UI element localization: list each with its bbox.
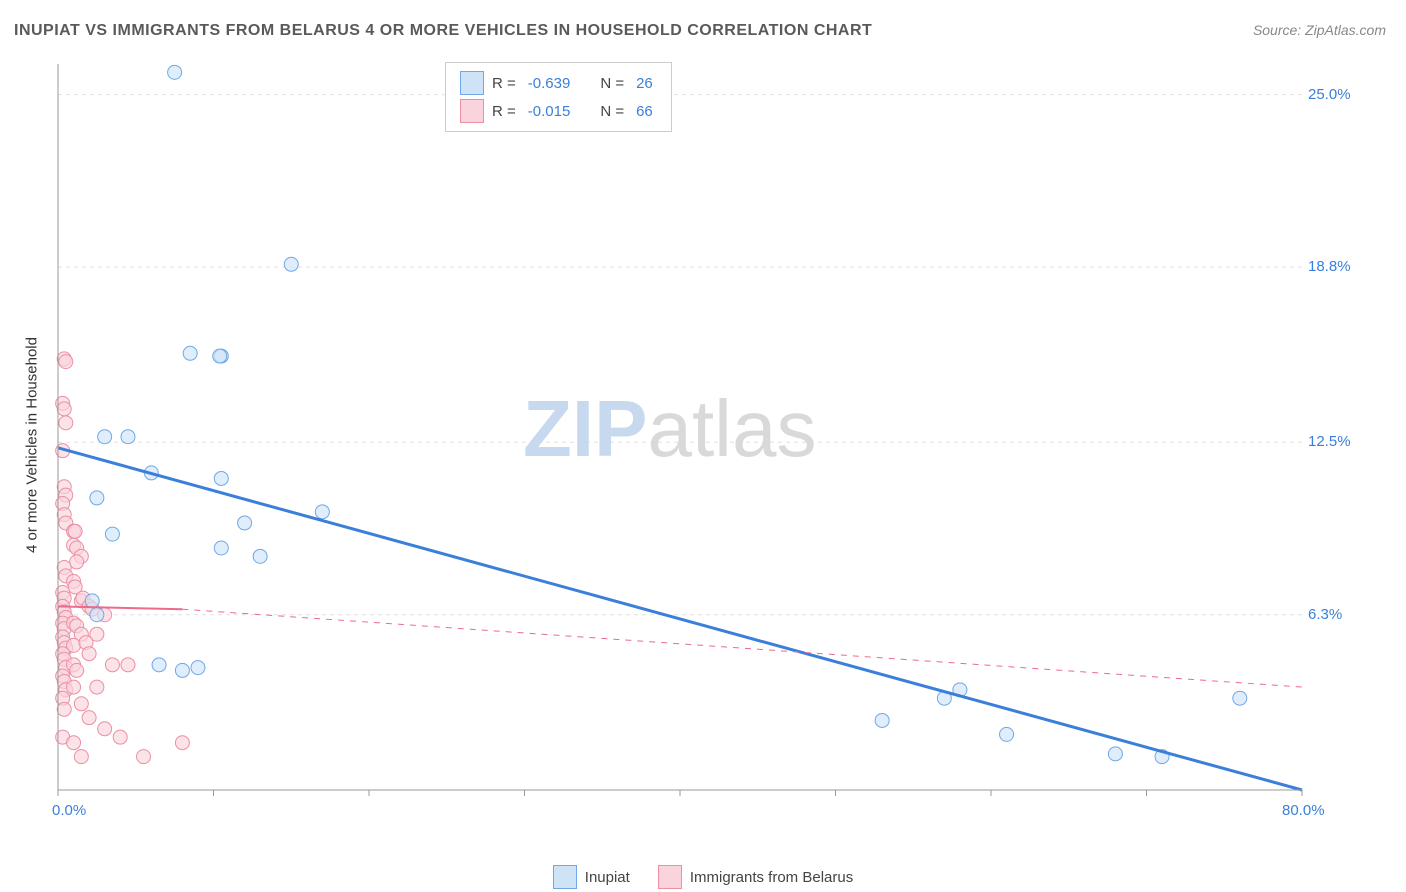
legend-label-1: Inupiat — [585, 869, 630, 886]
r-value-1: -0.639 — [528, 75, 571, 92]
legend-stats-row-1: R = -0.639 N = 26 — [460, 69, 657, 97]
legend-item-2: Immigrants from Belarus — [658, 865, 853, 889]
legend-stats: R = -0.639 N = 26 R = -0.015 N = 66 — [445, 62, 672, 132]
y-axis-tick-label: 25.0% — [1308, 86, 1351, 103]
r-label-1: R = — [492, 75, 516, 92]
source-label: Source: ZipAtlas.com — [1253, 22, 1386, 38]
legend-item-1: Inupiat — [553, 865, 630, 889]
legend-stats-row-2: R = -0.015 N = 66 — [460, 97, 657, 125]
swatch-series1-icon — [553, 865, 577, 889]
n-value-1: 26 — [636, 75, 653, 92]
swatch-series2-icon — [460, 99, 484, 123]
y-axis-label: 4 or more Vehicles in Household — [24, 337, 41, 553]
y-axis-tick-label: 18.8% — [1308, 258, 1351, 275]
chart-container: INUPIAT VS IMMIGRANTS FROM BELARUS 4 OR … — [0, 0, 1406, 892]
n-value-2: 66 — [636, 103, 653, 120]
plot-area — [50, 60, 1350, 830]
r-label-2: R = — [492, 103, 516, 120]
n-label-1: N = — [600, 75, 624, 92]
y-axis-tick-label: 12.5% — [1308, 433, 1351, 450]
x-axis-max: 80.0% — [1282, 802, 1325, 819]
r-value-2: -0.015 — [528, 103, 571, 120]
n-label-2: N = — [600, 103, 624, 120]
legend-label-2: Immigrants from Belarus — [690, 869, 853, 886]
legend-series: Inupiat Immigrants from Belarus — [0, 865, 1406, 889]
chart-title: INUPIAT VS IMMIGRANTS FROM BELARUS 4 OR … — [14, 22, 872, 40]
swatch-series2-icon — [658, 865, 682, 889]
swatch-series1-icon — [460, 71, 484, 95]
y-axis-tick-label: 6.3% — [1308, 606, 1342, 623]
x-axis-min: 0.0% — [52, 802, 86, 819]
